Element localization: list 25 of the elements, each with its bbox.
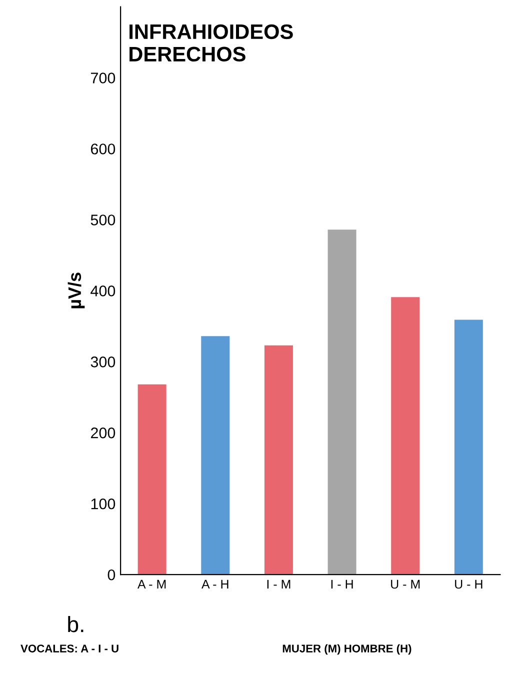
bar [201,336,230,575]
x-tick-label: U - M [391,580,420,589]
bar [454,320,483,575]
y-axis-title: µV/s [68,272,85,308]
y-tick-label: 0 [108,569,116,580]
y-tick-label: 400 [90,286,116,296]
x-tick-label: I - M [267,580,290,589]
bar [328,230,356,575]
x-tick-label: A - H [202,580,228,589]
y-tick-label: 700 [90,72,116,84]
text: MUJER (M) HOMBRE (H) [282,644,412,655]
bar [264,345,293,575]
text: VOCALES: A - I - U [20,644,118,652]
text: INFRAHIOIDEOS DERECHOS [130,24,293,62]
x-tick-label: U - H [455,580,482,589]
x-tick-label: A - M [138,580,166,589]
y-tick-label: 200 [90,428,116,438]
bar [138,384,166,575]
text: b. [68,616,84,632]
y-tick-label: 100 [91,498,116,510]
bar [391,297,420,575]
x-tick-label: I - H [331,580,353,589]
y-tick-label: 500 [90,214,116,226]
y-tick-label: 600 [90,144,116,154]
y-tick-label: 300 [90,356,116,368]
